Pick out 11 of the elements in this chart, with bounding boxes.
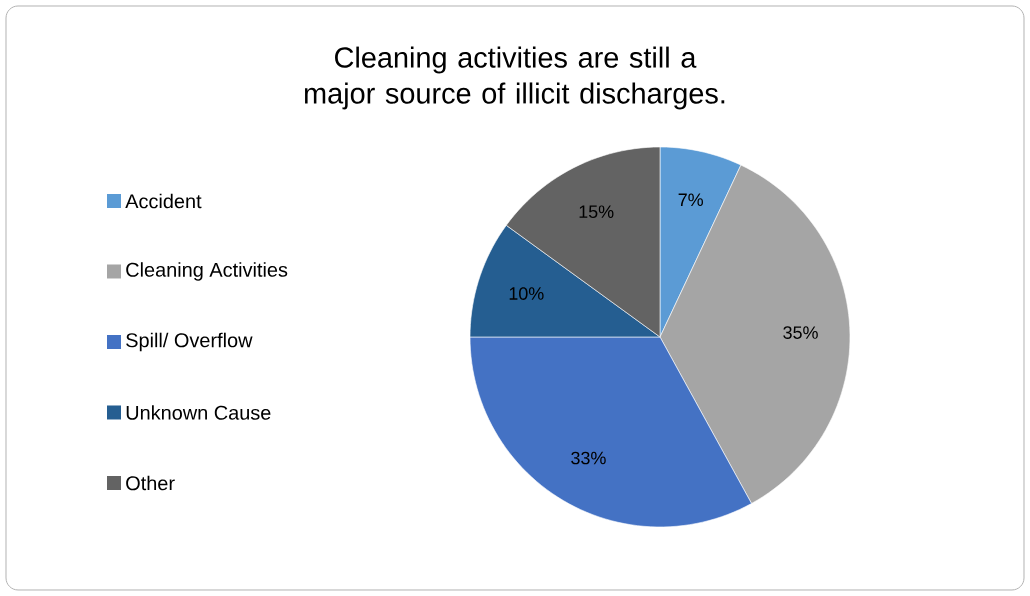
data-label: 15% xyxy=(579,205,614,219)
legend-label: Other xyxy=(126,475,175,491)
data-label: 10% xyxy=(509,287,544,300)
legend-label: Spill/ Overflow xyxy=(126,332,253,352)
data-label: 35% xyxy=(783,326,818,339)
legend-label: Cleaning Activities xyxy=(126,262,288,281)
legend-label: Unknown Cause xyxy=(126,405,271,420)
chart-title: Cleaning activities are still a major source of illicit discharges. xyxy=(304,46,725,110)
data-label: 7% xyxy=(678,193,703,207)
data-label: 33% xyxy=(571,451,606,465)
legend-label: Accident xyxy=(125,193,202,209)
